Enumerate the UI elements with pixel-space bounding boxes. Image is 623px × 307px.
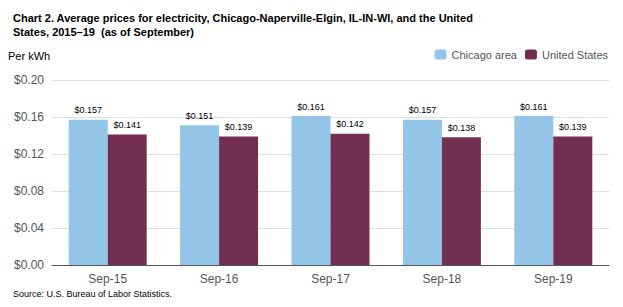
svg-text:United States: United States bbox=[542, 49, 609, 61]
svg-text:$0.157: $0.157 bbox=[409, 105, 437, 115]
svg-text:$0.16: $0.16 bbox=[14, 110, 44, 124]
svg-text:$0.161: $0.161 bbox=[297, 102, 325, 112]
svg-text:$0.151: $0.151 bbox=[186, 111, 214, 121]
svg-text:$0.142: $0.142 bbox=[336, 119, 364, 129]
svg-text:$0.161: $0.161 bbox=[520, 102, 548, 112]
svg-text:$0.20: $0.20 bbox=[14, 73, 44, 87]
svg-text:Sep-16: Sep-16 bbox=[200, 272, 239, 286]
svg-text:Chart 2. Average prices for el: Chart 2. Average prices for electricity,… bbox=[13, 12, 473, 24]
svg-text:$0.138: $0.138 bbox=[448, 123, 476, 133]
svg-text:States, 2015–19 (as of Septem: States, 2015–19 (as of September) bbox=[13, 26, 194, 38]
svg-text:Chicago area: Chicago area bbox=[452, 49, 518, 61]
svg-text:$0.04: $0.04 bbox=[14, 221, 44, 235]
svg-text:$0.12: $0.12 bbox=[14, 147, 44, 161]
svg-text:Source: U.S. Bureau of Labor S: Source: U.S. Bureau of Labor Statistics. bbox=[13, 289, 172, 299]
svg-text:$0.141: $0.141 bbox=[113, 120, 141, 130]
svg-text:$0.00: $0.00 bbox=[14, 258, 44, 272]
svg-text:Sep-17: Sep-17 bbox=[311, 272, 350, 286]
svg-text:$0.157: $0.157 bbox=[74, 105, 102, 115]
svg-text:Sep-18: Sep-18 bbox=[423, 272, 462, 286]
svg-text:$0.08: $0.08 bbox=[14, 184, 44, 198]
svg-text:Sep-15: Sep-15 bbox=[88, 272, 127, 286]
svg-text:Sep-19: Sep-19 bbox=[534, 272, 573, 286]
svg-text:$0.139: $0.139 bbox=[225, 122, 253, 132]
svg-text:Per kWh: Per kWh bbox=[8, 50, 50, 62]
svg-text:$0.139: $0.139 bbox=[559, 122, 587, 132]
